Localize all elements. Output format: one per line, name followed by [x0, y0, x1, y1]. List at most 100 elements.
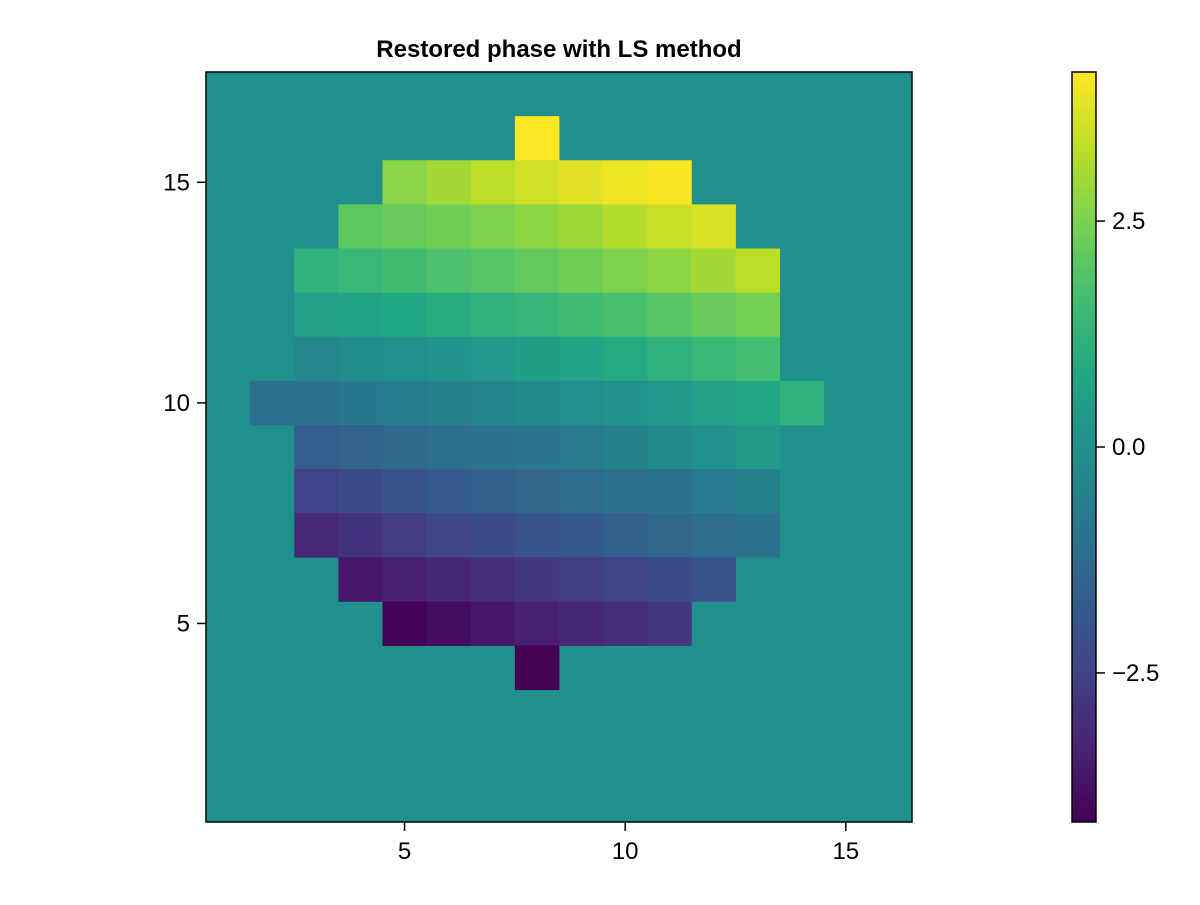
heatmap-cell-12-7 — [691, 513, 736, 558]
heatmap-cell-9-13 — [559, 248, 604, 293]
heatmap-cell-11-15 — [647, 160, 692, 205]
heatmap-cell-14-10 — [779, 380, 825, 426]
heatmap-cell-13-7 — [735, 513, 781, 558]
heatmap-cell-8-15 — [514, 160, 560, 205]
chart-title: Restored phase with LS method — [376, 36, 741, 63]
heatmap-cell-6-10 — [426, 380, 472, 426]
x-axis: 5 10 15 — [398, 822, 859, 865]
heatmap-cell-8-8 — [514, 469, 560, 514]
colorbar-tick-label: −2.5 — [1112, 660, 1159, 687]
colorbar-ticks: −2.5 0.0 2.5 — [1096, 208, 1159, 687]
heatmap-cell-7-8 — [470, 469, 516, 514]
plot-area — [206, 72, 912, 822]
heatmap-cell-5-5 — [382, 601, 428, 646]
heatmap-cell-7-13 — [470, 248, 516, 293]
heatmap-cell-11-10 — [647, 380, 692, 426]
heatmap-cell-4-11 — [338, 336, 383, 382]
heatmap-cell-9-6 — [559, 557, 604, 602]
heatmap-cell-8-6 — [514, 557, 560, 602]
heatmap-cell-2-10 — [250, 380, 295, 426]
heatmap-cell-10-9 — [603, 424, 648, 470]
heatmap-cell-6-13 — [426, 248, 472, 293]
heatmap-cell-7-7 — [470, 513, 516, 558]
heatmap-cell-12-14 — [691, 204, 736, 249]
heatmap-cell-11-9 — [647, 424, 692, 470]
colorbar-tick-label: 2.5 — [1112, 208, 1145, 235]
heatmap-cell-13-8 — [735, 469, 781, 514]
y-tick-label: 5 — [177, 610, 190, 637]
heatmap-cell-4-13 — [338, 248, 383, 293]
heatmap-cell-9-9 — [559, 424, 604, 470]
heatmap-cell-8-7 — [514, 513, 560, 558]
heatmap-cell-5-10 — [382, 380, 428, 426]
heatmap-cell-3-9 — [294, 424, 339, 470]
heatmap-cell-10-7 — [603, 513, 648, 558]
heatmap-cell-10-15 — [603, 160, 648, 205]
heatmap-cell-7-12 — [470, 292, 516, 338]
heatmap-cell-6-8 — [426, 469, 472, 514]
heatmap-cell-5-7 — [382, 513, 428, 558]
heatmap-cell-13-11 — [735, 336, 781, 382]
heatmap-cell-7-9 — [470, 424, 516, 470]
heatmap-cell-13-13 — [735, 248, 781, 293]
heatmap-cell-4-9 — [338, 424, 383, 470]
heatmap-cell-11-14 — [647, 204, 692, 249]
heatmap-cell-12-10 — [691, 380, 736, 426]
heatmap-cell-7-6 — [470, 557, 516, 602]
heatmap-cell-4-6 — [338, 557, 383, 602]
heatmap-cell-9-7 — [559, 513, 604, 558]
x-tick-label: 5 — [398, 838, 411, 865]
y-tick-label: 15 — [163, 169, 190, 196]
heatmap-cell-8-11 — [514, 336, 560, 382]
heatmap-cell-9-8 — [559, 469, 604, 514]
heatmap-cell-9-11 — [559, 336, 604, 382]
heatmap-cell-13-12 — [735, 292, 781, 338]
heatmap-cell-10-8 — [603, 469, 648, 514]
heatmap-cell-9-5 — [559, 601, 604, 646]
heatmap-cell-11-13 — [647, 248, 692, 293]
heatmap-cell-7-14 — [470, 204, 516, 249]
heatmap-cell-13-10 — [735, 380, 781, 426]
heatmap-cell-10-13 — [603, 248, 648, 293]
heatmap-cell-10-12 — [603, 292, 648, 338]
heatmap-cell-6-12 — [426, 292, 472, 338]
heatmap-cell-12-12 — [691, 292, 736, 338]
heatmap-cell-8-4 — [514, 645, 560, 691]
heatmap-cell-3-12 — [294, 292, 339, 338]
heatmap-cell-5-9 — [382, 424, 428, 470]
heatmap-cell-4-7 — [338, 513, 383, 558]
heatmap-cell-4-14 — [338, 204, 383, 249]
heatmap-cell-6-14 — [426, 204, 472, 249]
heatmap-cell-5-14 — [382, 204, 428, 249]
heatmap-cell-5-6 — [382, 557, 428, 602]
heatmap-cell-3-11 — [294, 336, 339, 382]
heatmap-cell-9-12 — [559, 292, 604, 338]
heatmap-cell-9-14 — [559, 204, 604, 249]
heatmap-cell-7-11 — [470, 336, 516, 382]
y-axis: 5 10 15 — [163, 169, 206, 637]
heatmap-cell-3-10 — [294, 380, 339, 426]
heatmap-cell-3-13 — [294, 248, 339, 293]
x-tick-label: 15 — [832, 838, 859, 865]
heatmap-cell-4-8 — [338, 469, 383, 514]
heatmap-cell-4-10 — [338, 380, 383, 426]
heatmap-cell-7-15 — [470, 160, 516, 205]
x-tick-label: 10 — [612, 838, 639, 865]
heatmap-cell-3-7 — [294, 513, 339, 558]
heatmap-cell-5-15 — [382, 160, 428, 205]
heatmap-cell-10-11 — [603, 336, 648, 382]
heatmap-cell-9-10 — [559, 380, 604, 426]
heatmap-cell-7-10 — [470, 380, 516, 426]
heatmap-cell-8-10 — [514, 380, 560, 426]
y-tick-label: 10 — [163, 390, 190, 417]
heatmap-cell-13-9 — [735, 424, 781, 470]
heatmap-cell-5-13 — [382, 248, 428, 293]
heatmap-cell-6-7 — [426, 513, 472, 558]
heatmap-cell-5-11 — [382, 336, 428, 382]
heatmap-cell-11-11 — [647, 336, 692, 382]
heatmap-cell-8-16 — [514, 116, 560, 161]
colorbar: −2.5 0.0 2.5 — [1071, 71, 1159, 823]
heatmap-cell-6-5 — [426, 601, 472, 646]
heatmap-cell-8-12 — [514, 292, 560, 338]
